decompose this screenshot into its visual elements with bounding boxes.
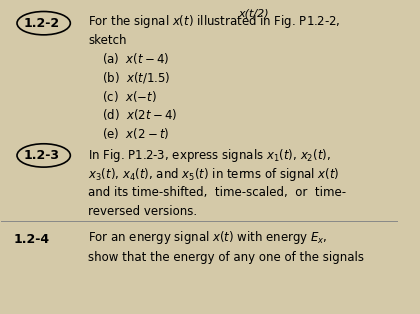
- Text: For an energy signal $x(t)$ with energy $E_x$,: For an energy signal $x(t)$ with energy …: [88, 230, 328, 246]
- Text: $x_3(t)$, $x_4(t)$, and $x_5(t)$ in terms of signal $x(t)$: $x_3(t)$, $x_4(t)$, and $x_5(t)$ in term…: [88, 165, 340, 183]
- Text: (a)  $x(t-4)$: (a) $x(t-4)$: [102, 51, 170, 67]
- Text: 1.2-3: 1.2-3: [23, 149, 59, 162]
- Text: x(t/2): x(t/2): [239, 8, 269, 18]
- Text: sketch: sketch: [88, 34, 127, 47]
- Text: and its time-shifted,  time-scaled,  or  time-: and its time-shifted, time-scaled, or ti…: [88, 186, 346, 199]
- Text: 1.2-2: 1.2-2: [23, 17, 59, 30]
- Text: show that the energy of any one of the signals: show that the energy of any one of the s…: [88, 251, 364, 264]
- Text: For the signal $x(t)$ illustrated in Fig. P1.2-2,: For the signal $x(t)$ illustrated in Fig…: [88, 13, 341, 30]
- Text: (e)  $x(2-t)$: (e) $x(2-t)$: [102, 126, 170, 141]
- Text: In Fig. P1.2-3, express signals $x_1(t)$, $x_2(t)$,: In Fig. P1.2-3, express signals $x_1(t)$…: [88, 147, 331, 164]
- Text: reversed versions.: reversed versions.: [88, 205, 197, 218]
- Text: (b)  $x(t/1.5)$: (b) $x(t/1.5)$: [102, 70, 171, 85]
- Text: 1.2-4: 1.2-4: [13, 233, 50, 246]
- Text: (c)  $x(-t)$: (c) $x(-t)$: [102, 89, 157, 104]
- Text: (d)  $x(2t-4)$: (d) $x(2t-4)$: [102, 107, 177, 122]
